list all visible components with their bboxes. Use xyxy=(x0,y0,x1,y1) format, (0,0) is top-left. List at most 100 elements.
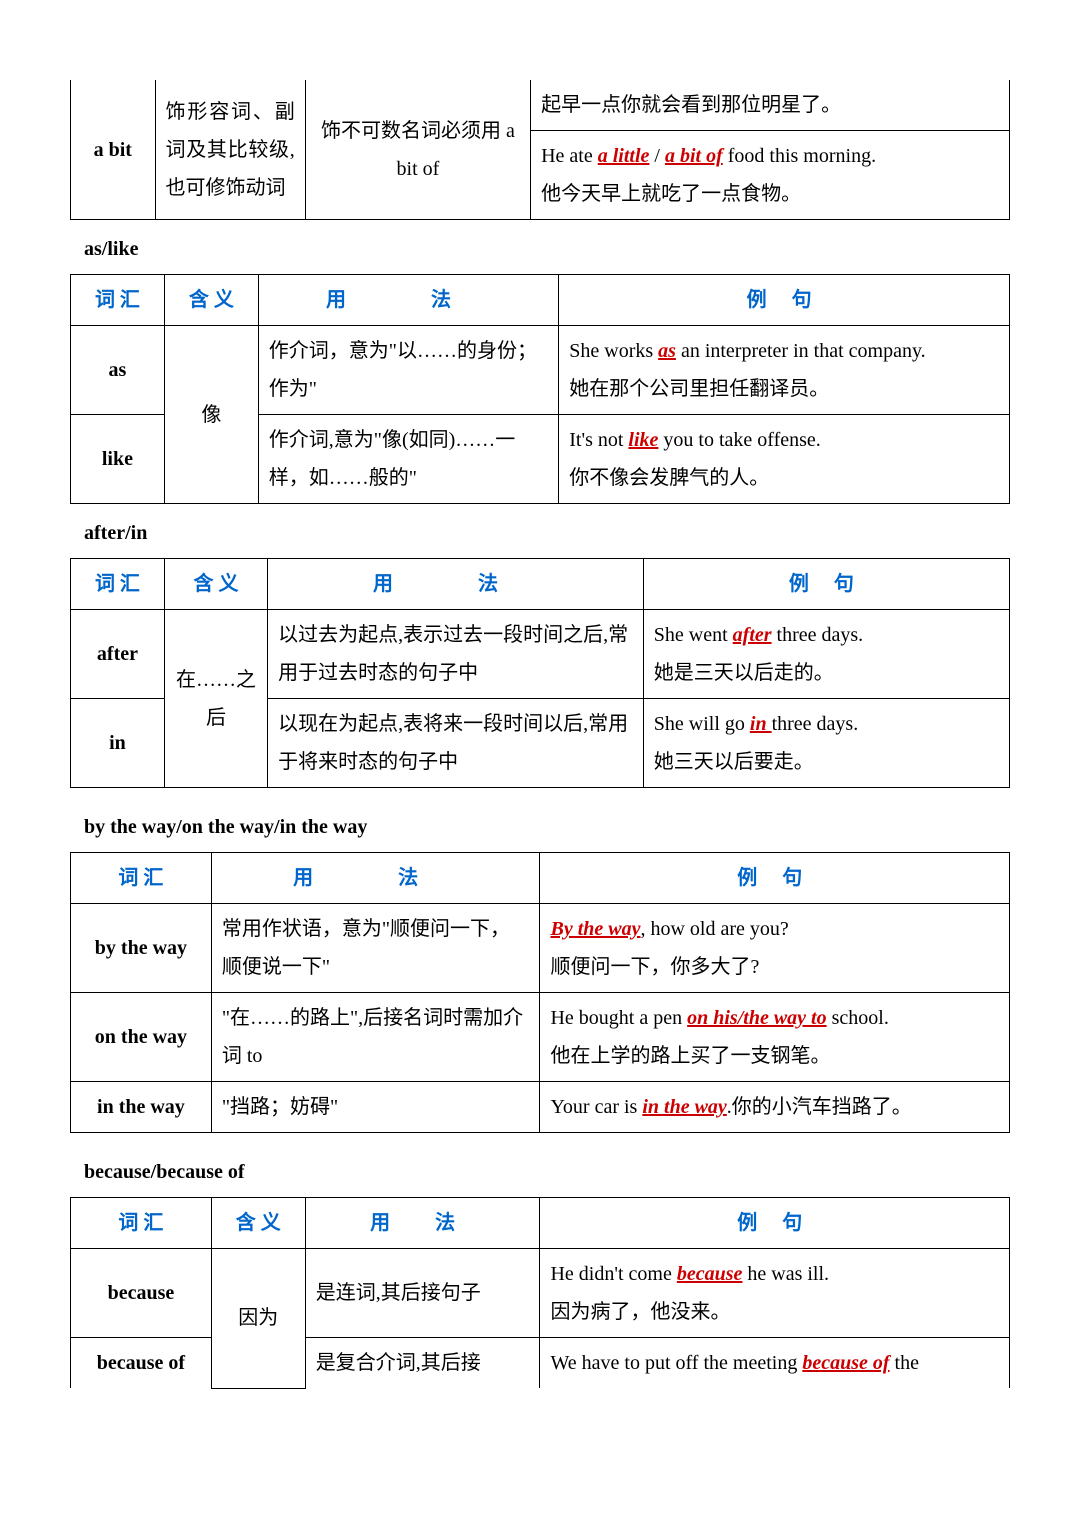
text: / xyxy=(649,145,665,167)
cell-usage: 是复合介词,其后接 xyxy=(305,1338,540,1389)
text-zh: 他在上学的路上买了一支钢笔。 xyxy=(550,1045,830,1067)
cell-word: like xyxy=(71,415,165,504)
header-meaning: 含 义 xyxy=(211,1198,305,1249)
cell-meaning: 饰形容词、副词及其比较级,也可修饰动词 xyxy=(155,80,305,220)
text-zh: 她三天以后要走。 xyxy=(654,751,814,773)
cell-usage: 以现在为起点,表将来一段时间以后,常用于将来时态的句子中 xyxy=(268,699,644,788)
text: , how old are you? xyxy=(640,918,788,940)
text: food this morning. xyxy=(723,145,876,167)
cell-example: She works as an interpreter in that comp… xyxy=(559,326,1010,415)
table-header-row: 词 汇 含 义 用 法 例 句 xyxy=(71,275,1010,326)
text: She works xyxy=(569,340,658,362)
cell-example: She will go in three days. 她三天以后要走。 xyxy=(643,699,1009,788)
cell-usage: 饰不可数名词必须用 a bit of xyxy=(305,80,530,220)
text: Your car is xyxy=(550,1096,642,1118)
table-header-row: 词 汇 含 义 用 法 例 句 xyxy=(71,559,1010,610)
header-example: 例 句 xyxy=(643,559,1009,610)
header-usage: 用 法 xyxy=(258,275,558,326)
cell-word: by the way xyxy=(71,904,212,993)
cell-word: as xyxy=(71,326,165,415)
text-zh: 因为病了，他没来。 xyxy=(550,1301,730,1323)
table-afterin: 词 汇 含 义 用 法 例 句 after 在……之后 以过去为起点,表示过去一… xyxy=(70,558,1010,788)
text: an interpreter in that company. xyxy=(676,340,926,362)
cell-meaning: 像 xyxy=(164,326,258,504)
text: .你的小汽车挡路了。 xyxy=(727,1096,912,1118)
header-word: 词 汇 xyxy=(71,1198,212,1249)
cell-meaning: 因为 xyxy=(211,1249,305,1389)
table-row: in the way "挡路；妨碍" Your car is in the wa… xyxy=(71,1082,1010,1133)
text: He bought a pen xyxy=(550,1007,687,1029)
header-meaning: 含 义 xyxy=(164,559,267,610)
text-zh: 顺便问一下，你多大了? xyxy=(550,956,759,978)
cell-example: She went after three days. 她是三天以后走的。 xyxy=(643,610,1009,699)
keyword: because of xyxy=(802,1352,889,1374)
keyword: By the way xyxy=(550,918,640,940)
cell-example: He didn't come because he was ill. 因为病了，… xyxy=(540,1249,1010,1338)
text: three days. xyxy=(772,713,859,735)
cell-example: It's not like you to take offense. 你不像会发… xyxy=(559,415,1010,504)
text: the xyxy=(890,1352,919,1374)
header-word: 词 汇 xyxy=(71,853,212,904)
table-row: because 因为 是连词,其后接句子 He didn't come beca… xyxy=(71,1249,1010,1338)
cell-word: after xyxy=(71,610,165,699)
text: school. xyxy=(827,1007,889,1029)
text: he was ill. xyxy=(742,1263,829,1285)
text: you to take offense. xyxy=(658,429,820,451)
text: three days. xyxy=(772,624,864,646)
table-header-row: 词 汇 用 法 例 句 xyxy=(71,853,1010,904)
cell-usage: "在……的路上",后接名词时需加介词 to xyxy=(211,993,540,1082)
cell-word: a bit xyxy=(71,80,156,220)
cell-example: He bought a pen on his/the way to school… xyxy=(540,993,1010,1082)
cell-word: on the way xyxy=(71,993,212,1082)
text: She went xyxy=(654,624,733,646)
cell-example: We have to put off the meeting because o… xyxy=(540,1338,1010,1389)
cell-example: By the way, how old are you? 顺便问一下，你多大了? xyxy=(540,904,1010,993)
keyword: a bit of xyxy=(665,145,723,167)
table-row: by the way 常用作状语，意为"顺便问一下，顺便说一下" By the … xyxy=(71,904,1010,993)
cell-usage: 以过去为起点,表示过去一段时间之后,常用于过去时态的句子中 xyxy=(268,610,644,699)
cell-usage: "挡路；妨碍" xyxy=(211,1082,540,1133)
text-zh: 他今天早上就吃了一点食物。 xyxy=(541,183,801,205)
cell-example: Your car is in the way.你的小汽车挡路了。 xyxy=(540,1082,1010,1133)
text: He ate xyxy=(541,145,598,167)
cell-usage: 作介词，意为"以……的身份；作为" xyxy=(258,326,558,415)
table-header-row: 词 汇 含 义 用 法 例 句 xyxy=(71,1198,1010,1249)
keyword: a little xyxy=(598,145,650,167)
header-usage: 用 法 xyxy=(268,559,644,610)
text: She will go xyxy=(654,713,750,735)
text-zh: 你不像会发脾气的人。 xyxy=(569,467,769,489)
text: It's not xyxy=(569,429,628,451)
table-row: after 在……之后 以过去为起点,表示过去一段时间之后,常用于过去时态的句子… xyxy=(71,610,1010,699)
cell-usage: 作介词,意为"像(如同)……一样，如……般的" xyxy=(258,415,558,504)
table-abit: a bit 饰形容词、副词及其比较级,也可修饰动词 饰不可数名词必须用 a bi… xyxy=(70,80,1010,220)
header-usage: 用 法 xyxy=(211,853,540,904)
keyword: because xyxy=(677,1263,743,1285)
header-example: 例 句 xyxy=(559,275,1010,326)
text: We have to put off the meeting xyxy=(550,1352,802,1374)
cell-usage: 常用作状语，意为"顺便问一下，顺便说一下" xyxy=(211,904,540,993)
keyword: after xyxy=(733,624,772,646)
header-example: 例 句 xyxy=(540,853,1010,904)
cell-example: He ate a little / a bit of food this mor… xyxy=(531,131,1010,220)
text-zh: 她是三天以后走的。 xyxy=(654,662,834,684)
table-row: on the way "在……的路上",后接名词时需加介词 to He boug… xyxy=(71,993,1010,1082)
section-title-afterin: after/in xyxy=(84,514,1010,552)
keyword: in xyxy=(750,713,772,735)
cell-word: in the way xyxy=(71,1082,212,1133)
header-word: 词 汇 xyxy=(71,559,165,610)
section-title-because: because/because of xyxy=(84,1153,1010,1191)
header-meaning: 含 义 xyxy=(164,275,258,326)
cell-word: because xyxy=(71,1249,212,1338)
cell-word: because of xyxy=(71,1338,212,1389)
keyword: on his/the way to xyxy=(687,1007,826,1029)
table-because: 词 汇 含 义 用 法 例 句 because 因为 是连词,其后接句子 He … xyxy=(70,1197,1010,1389)
keyword: as xyxy=(658,340,676,362)
table-way: 词 汇 用 法 例 句 by the way 常用作状语，意为"顺便问一下，顺便… xyxy=(70,852,1010,1133)
cell-example: 起早一点你就会看到那位明星了。 xyxy=(531,80,1010,131)
cell-meaning: 在……之后 xyxy=(164,610,267,788)
cell-word: in xyxy=(71,699,165,788)
section-title-way: by the way/on the way/in the way xyxy=(84,808,1010,846)
text: He didn't come xyxy=(550,1263,676,1285)
section-title-aslike: as/like xyxy=(84,230,1010,268)
table-row: as 像 作介词，意为"以……的身份；作为" She works as an i… xyxy=(71,326,1010,415)
